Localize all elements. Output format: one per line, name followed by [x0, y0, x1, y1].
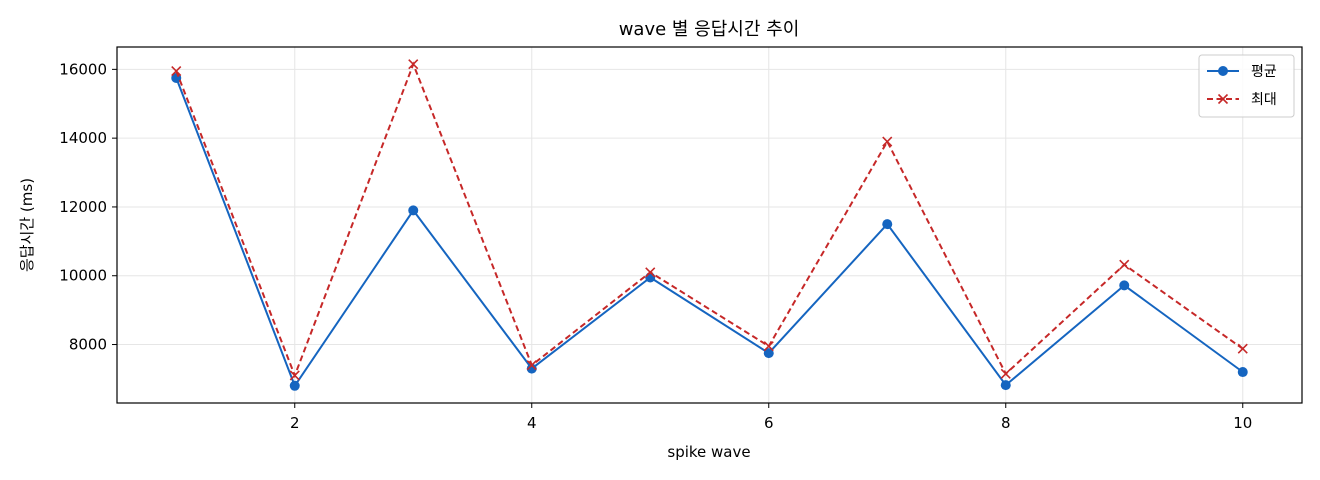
data-point: [1119, 259, 1130, 270]
x-axis-label: spike wave: [667, 443, 750, 461]
y-tick-label: 8000: [69, 336, 107, 354]
series-layer: [171, 59, 1248, 391]
x-tick-label: 4: [527, 414, 537, 432]
data-point: [408, 205, 419, 216]
legend-label: 최대: [1251, 92, 1277, 108]
data-point: [882, 219, 893, 230]
data-point: [1000, 368, 1011, 379]
legend-item-0: 평균: [1207, 64, 1277, 80]
data-point: [408, 59, 419, 70]
plot-frame: [116, 46, 1303, 404]
data-point: [1237, 367, 1248, 378]
data-point: [526, 363, 537, 374]
data-point: [645, 267, 656, 278]
grid: [117, 47, 1302, 403]
data-point: [289, 380, 300, 391]
legend-box: [1198, 54, 1295, 118]
data-point: [171, 66, 182, 77]
y-axis-label: 응답시간 (ms): [18, 178, 36, 272]
y-tick-label: 14000: [59, 129, 107, 147]
data-point: [1000, 380, 1011, 391]
series-line-1: [175, 61, 1244, 379]
data-point: [763, 341, 774, 352]
y-tick-label: 12000: [59, 198, 107, 216]
data-point: [289, 370, 300, 381]
y-tick-label: 10000: [59, 267, 107, 285]
x-tick-label: 10: [1233, 414, 1252, 432]
data-point: [645, 272, 656, 283]
data-point: [763, 348, 774, 359]
data-point: [1237, 343, 1248, 354]
y-tick-label: 16000: [59, 60, 107, 78]
legend-marker: [1218, 66, 1228, 76]
data-point: [882, 136, 893, 147]
legend-marker: [1217, 93, 1229, 105]
legend-item-1: 최대: [1207, 92, 1277, 108]
data-point: [1119, 280, 1130, 291]
x-tick-label: 8: [1001, 414, 1011, 432]
chart-title: wave 별 응답시간 추이: [619, 19, 800, 40]
x-tick-label: 6: [764, 414, 774, 432]
axis-ticks: 2 4 6 8 10 8000 10000 12000 14000 16000: [59, 60, 1252, 432]
data-point: [526, 360, 537, 371]
legend-label: 평균: [1251, 64, 1277, 80]
x-tick-label: 2: [290, 414, 300, 432]
series-line-0: [175, 77, 1244, 388]
